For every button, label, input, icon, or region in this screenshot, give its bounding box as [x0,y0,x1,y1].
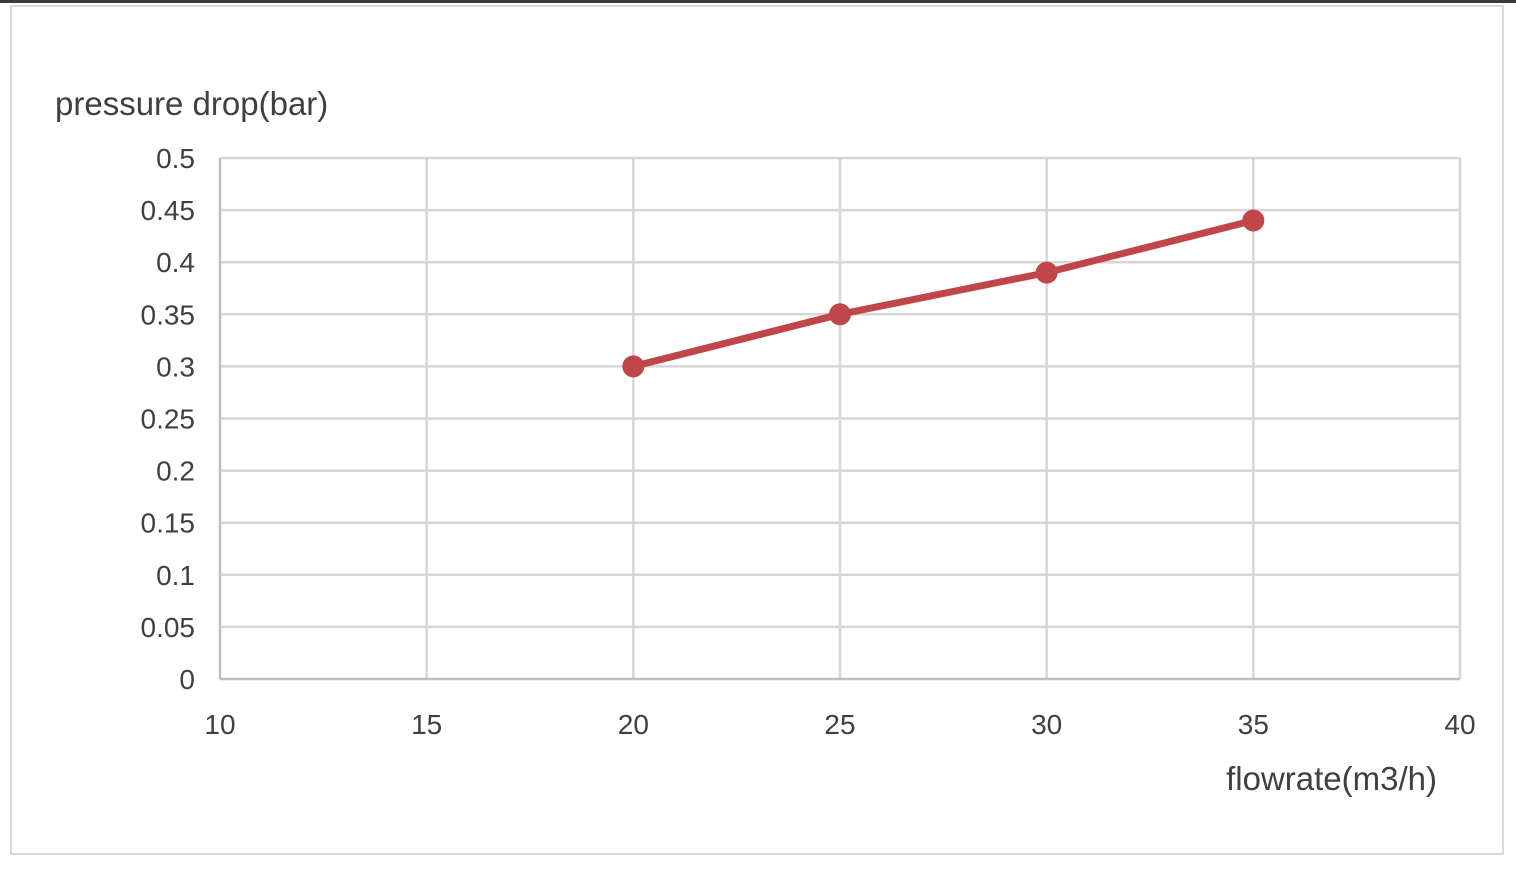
y-tick-label: 0.05 [141,612,196,643]
y-tick-label: 0.5 [156,143,195,174]
y-tick-label: 0.3 [156,351,195,382]
series-layer [622,209,1265,378]
data-point [829,303,851,326]
data-point [622,355,645,378]
x-tick-label: 15 [411,709,442,740]
grid-layer [220,156,1462,679]
y-tick-label: 0 [179,664,195,695]
y-axis-title: pressure drop(bar) [55,85,328,122]
x-tick-label: 35 [1238,709,1269,740]
x-tick-label: 40 [1444,709,1475,740]
y-tick-labels: 0 0.05 0.1 0.15 0.2 0.25 0.3 0.35 0.4 0.45 0.5 [141,143,196,695]
x-tick-label: 10 [204,709,235,740]
y-tick-label: 0.25 [141,404,196,435]
x-tick-label: 30 [1031,709,1062,740]
y-tick-label: 0.15 [141,508,196,539]
data-point [1242,209,1265,232]
y-tick-label: 0.35 [141,299,196,330]
y-tick-label: 0.1 [156,560,195,591]
x-tick-label: 25 [824,709,855,740]
y-tick-label: 0.2 [156,456,195,487]
x-tick-labels: 10 15 20 25 30 35 40 [204,709,1475,740]
data-point [1035,261,1058,284]
x-axis-title: flowrate(m3/h) [1226,760,1437,797]
top-rule [0,0,1516,3]
axis-layer [218,158,1460,681]
series-line [629,217,1257,370]
y-tick-label: 0.4 [156,247,195,278]
chart-frame [10,5,1504,855]
x-tick-label: 20 [618,709,649,740]
y-tick-label: 0.45 [141,195,196,226]
